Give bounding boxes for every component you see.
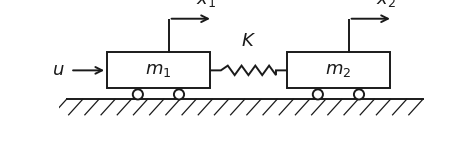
Ellipse shape	[313, 89, 323, 100]
Text: $x_2$: $x_2$	[376, 0, 396, 9]
Ellipse shape	[174, 89, 184, 100]
Text: $x_1$: $x_1$	[196, 0, 216, 9]
FancyBboxPatch shape	[107, 52, 210, 88]
Text: $m_1$: $m_1$	[145, 61, 172, 79]
Ellipse shape	[354, 89, 364, 100]
Text: $m_2$: $m_2$	[325, 61, 352, 79]
FancyBboxPatch shape	[287, 52, 390, 88]
Text: $K$: $K$	[241, 32, 256, 50]
Ellipse shape	[133, 89, 143, 100]
Text: $u$: $u$	[52, 61, 65, 79]
